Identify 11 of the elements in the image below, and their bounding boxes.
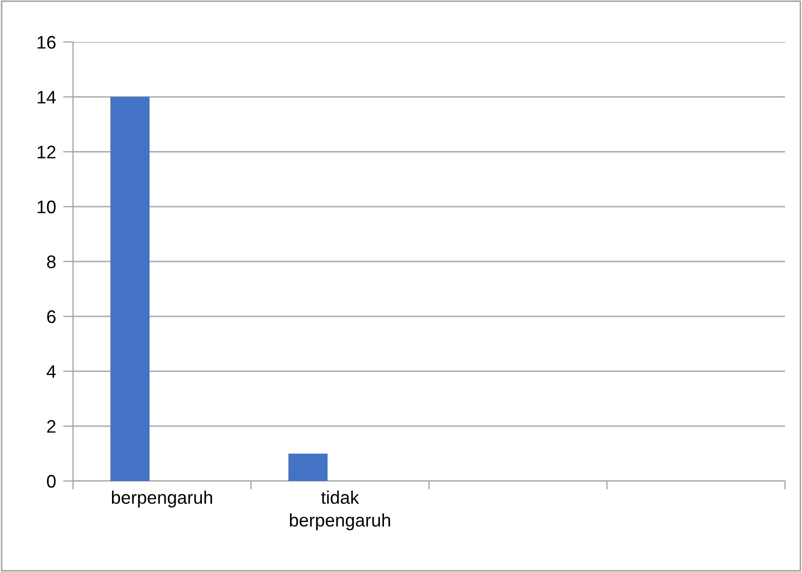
x-tick-label: berpengaruh bbox=[112, 490, 212, 508]
y-tick-label: 12 bbox=[38, 146, 56, 158]
y-tick-label: 8 bbox=[47, 255, 56, 268]
y-tick-label: 10 bbox=[38, 200, 56, 214]
y-tick-label: 14 bbox=[38, 90, 56, 104]
y-tick-label: 4 bbox=[46, 365, 56, 378]
y-tick-label: 2 bbox=[47, 420, 56, 433]
y-tick-label: 16 bbox=[38, 36, 56, 49]
y-tick-label: 0 bbox=[47, 474, 56, 488]
y-tick-label: 6 bbox=[47, 310, 56, 324]
x-tick-label: tidak berpengaruh bbox=[290, 490, 390, 530]
